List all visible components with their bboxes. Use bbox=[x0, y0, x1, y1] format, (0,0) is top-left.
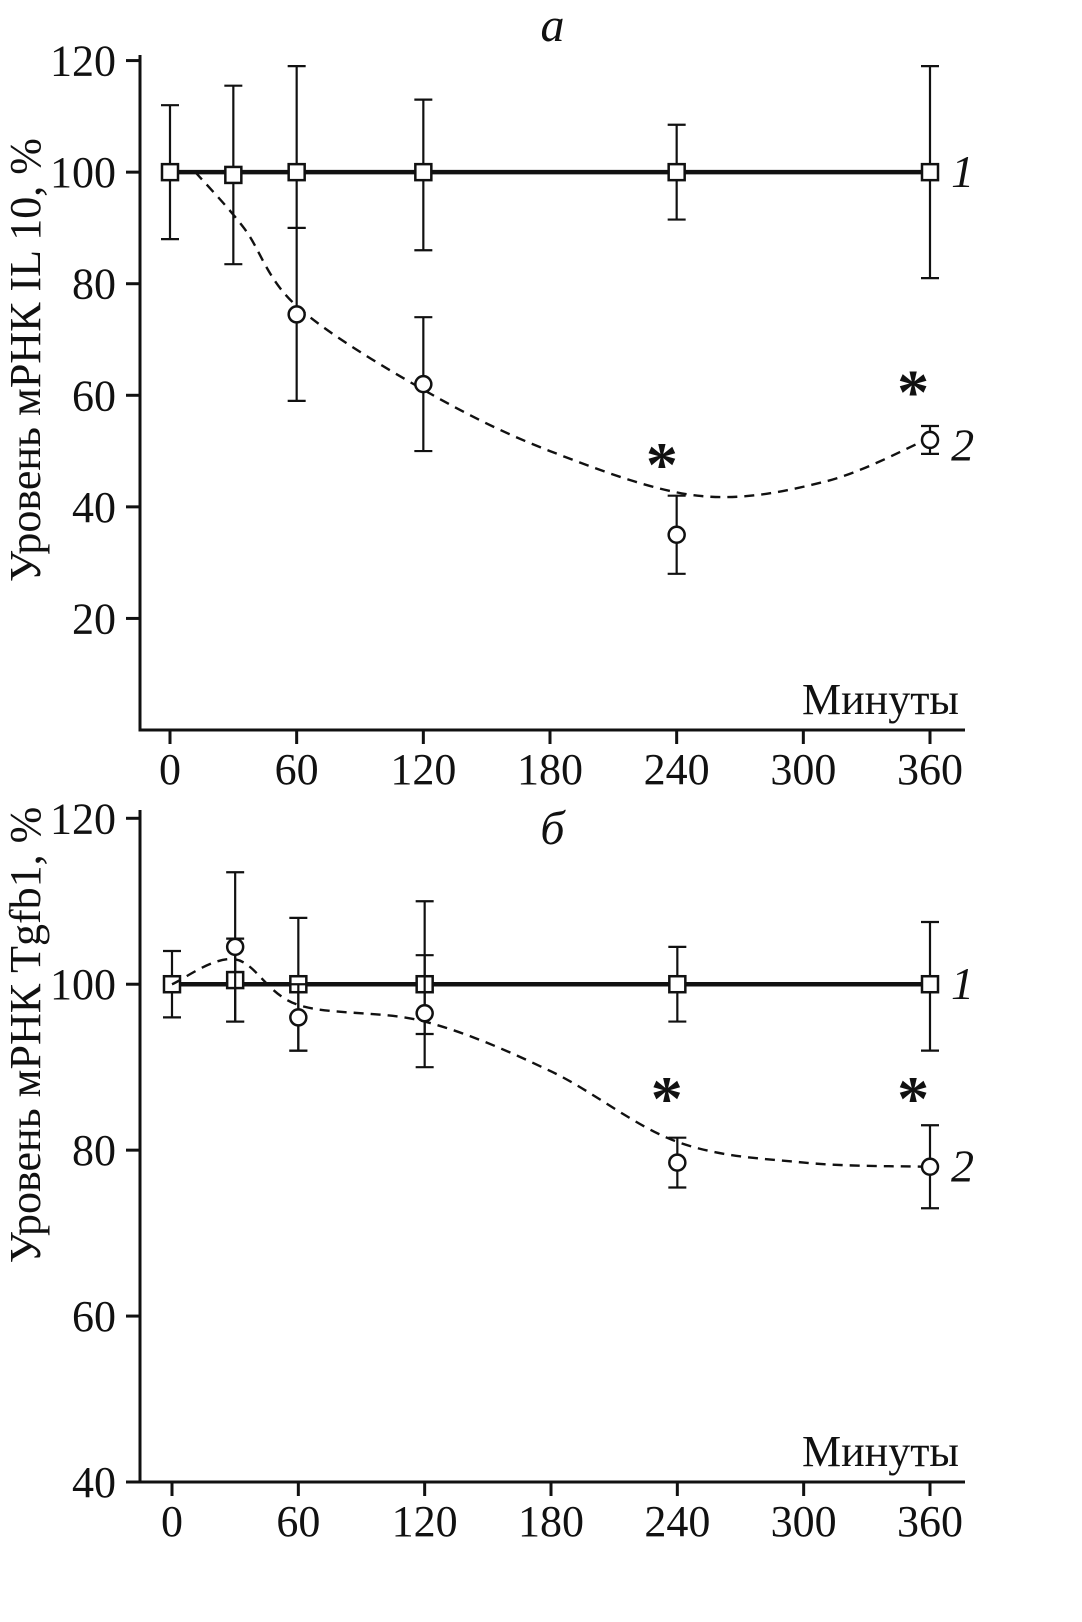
error-bars bbox=[163, 900, 939, 1052]
significance-asterisk: * bbox=[651, 1063, 683, 1134]
error-bars bbox=[226, 871, 939, 1210]
significance-asterisk: * bbox=[897, 357, 929, 428]
dashed-trend-line bbox=[171, 957, 926, 1168]
x-tick-label: 180 bbox=[517, 745, 583, 790]
x-tick-label: 0 bbox=[161, 1497, 183, 1546]
series-1 bbox=[160, 65, 940, 280]
axis-labels: 0 60 120 180 240 300 360 40 60 80 100 120 б Уровень м… bbox=[1, 794, 974, 1546]
panel-a-chart: 0 60 120 180 240 300 360 20 40 60 80 100 120 а Уровень… bbox=[1, 0, 974, 790]
panel-title: б bbox=[540, 802, 566, 855]
series-2 bbox=[194, 171, 940, 575]
circle-markers bbox=[287, 305, 940, 545]
y-tick-label: 80 bbox=[72, 1126, 116, 1175]
x-tick-label: 60 bbox=[276, 1497, 320, 1546]
series-label: 1 bbox=[951, 958, 974, 1009]
y-tick-label: 80 bbox=[72, 260, 116, 309]
x-tick-label: 60 bbox=[275, 745, 319, 790]
y-tick-label: 60 bbox=[72, 371, 116, 420]
axis-labels: 0 60 120 180 240 300 360 20 40 60 80 100 120 а Уровень… bbox=[1, 0, 974, 790]
y-axis-title: Уровень мРНК Tgfb1, % bbox=[1, 807, 50, 1264]
axes bbox=[126, 810, 965, 1496]
x-tick-label: 0 bbox=[159, 745, 181, 790]
x-axis-title: Минуты bbox=[802, 675, 959, 724]
error-bars bbox=[287, 226, 939, 575]
panel-title: а bbox=[541, 0, 565, 52]
x-tick-label: 300 bbox=[771, 1497, 837, 1546]
x-tick-label: 120 bbox=[392, 1497, 458, 1546]
y-tick-label: 40 bbox=[72, 1458, 116, 1507]
x-tick-label: 240 bbox=[644, 1497, 710, 1546]
y-tick-label: 100 bbox=[50, 148, 116, 197]
x-tick-label: 240 bbox=[644, 745, 710, 790]
square-markers bbox=[160, 162, 940, 185]
series-label: 2 bbox=[951, 1141, 974, 1192]
series-label: 1 bbox=[951, 146, 974, 197]
y-tick-label: 40 bbox=[72, 483, 116, 532]
x-tick-label: 120 bbox=[390, 745, 456, 790]
series-2 bbox=[171, 871, 940, 1210]
x-tick-label: 300 bbox=[770, 745, 836, 790]
y-tick-label: 120 bbox=[50, 794, 116, 843]
y-tick-label: 100 bbox=[50, 960, 116, 1009]
dashed-trend-line bbox=[194, 171, 927, 499]
axes bbox=[126, 55, 965, 744]
series-label: 2 bbox=[951, 419, 974, 470]
y-tick-label: 60 bbox=[72, 1292, 116, 1341]
circle-markers bbox=[225, 937, 940, 1176]
y-tick-label: 20 bbox=[72, 594, 116, 643]
series-1 bbox=[162, 900, 940, 1052]
panel-b-chart: 0 60 120 180 240 300 360 40 60 80 100 120 б Уровень м… bbox=[1, 794, 974, 1546]
x-tick-label: 180 bbox=[518, 1497, 584, 1546]
y-tick-label: 120 bbox=[50, 37, 116, 86]
significance-asterisk: * bbox=[897, 1063, 929, 1134]
x-tick-label: 360 bbox=[897, 745, 963, 790]
x-tick-label: 360 bbox=[897, 1497, 963, 1546]
y-axis-title: Уровень мРНК IL 10, % bbox=[1, 138, 50, 582]
x-axis-title: Минуты bbox=[802, 1427, 959, 1476]
